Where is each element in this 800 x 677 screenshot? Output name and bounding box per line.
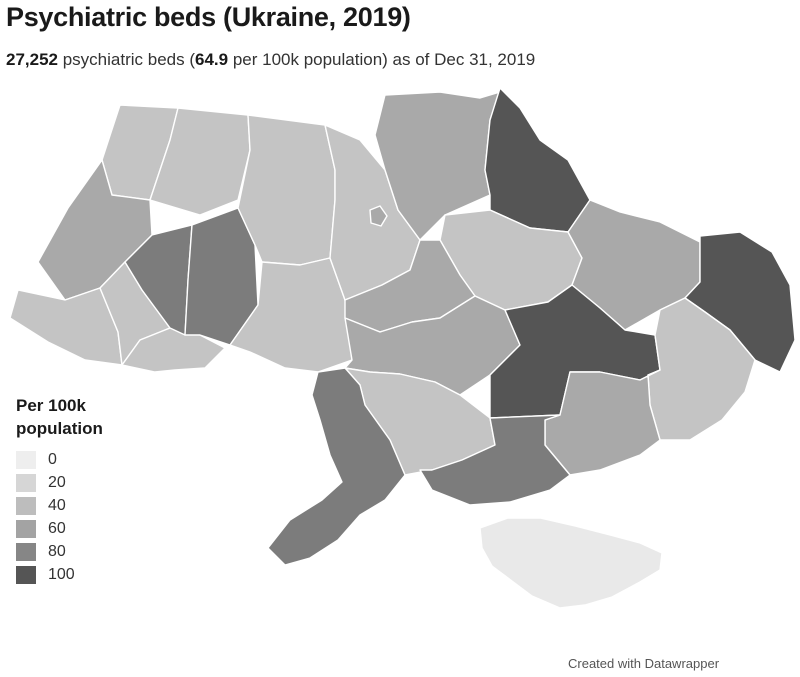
legend-swatch bbox=[16, 473, 36, 492]
legend-item: 20 bbox=[16, 471, 136, 494]
region-sumy[interactable] bbox=[484, 87, 591, 233]
legend-swatch bbox=[16, 450, 36, 469]
region-odesa[interactable] bbox=[267, 367, 406, 566]
legend-label: 40 bbox=[48, 496, 66, 514]
legend-item: 60 bbox=[16, 517, 136, 540]
datawrapper-credit[interactable]: Created with Datawrapper bbox=[568, 656, 720, 671]
map-legend: Per 100k population 0 20 40 60 80 100 bbox=[16, 394, 136, 586]
rate-value: 64.9 bbox=[195, 50, 229, 69]
legend-label: 0 bbox=[48, 450, 57, 468]
legend-label: 100 bbox=[48, 565, 75, 583]
legend-item: 40 bbox=[16, 494, 136, 517]
legend-swatch bbox=[16, 565, 36, 584]
legend-label: 80 bbox=[48, 542, 66, 560]
legend-item: 100 bbox=[16, 563, 136, 586]
legend-list: 0 20 40 60 80 100 bbox=[16, 448, 136, 586]
total-beds-value: 27,252 bbox=[6, 50, 58, 69]
legend-swatch bbox=[16, 542, 36, 561]
region-luhansk[interactable] bbox=[684, 231, 796, 373]
legend-item: 0 bbox=[16, 448, 136, 471]
ukraine-choropleth-map bbox=[9, 87, 796, 609]
chart-subtitle: 27,252 psychiatric beds (64.9 per 100k p… bbox=[6, 50, 535, 70]
subtitle-text-1: psychiatric beds ( bbox=[58, 50, 195, 69]
legend-label: 60 bbox=[48, 519, 66, 537]
region-crimea[interactable] bbox=[479, 517, 663, 609]
legend-item: 80 bbox=[16, 540, 136, 563]
legend-title: Per 100k population bbox=[16, 396, 103, 438]
legend-label: 20 bbox=[48, 473, 66, 491]
chart-title: Psychiatric beds (Ukraine, 2019) bbox=[6, 2, 411, 32]
legend-swatch bbox=[16, 496, 36, 515]
region-kherson[interactable] bbox=[419, 414, 571, 506]
legend-swatch bbox=[16, 519, 36, 538]
subtitle-text-2: per 100k population) as of Dec 31, 2019 bbox=[228, 50, 536, 69]
region-kyiv-city[interactable] bbox=[369, 205, 388, 227]
